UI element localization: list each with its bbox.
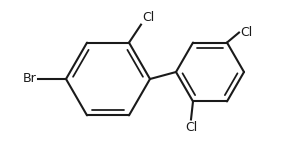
Text: Cl: Cl (142, 11, 154, 24)
Text: Cl: Cl (240, 26, 252, 39)
Text: Br: Br (22, 73, 36, 85)
Text: Cl: Cl (185, 122, 197, 134)
